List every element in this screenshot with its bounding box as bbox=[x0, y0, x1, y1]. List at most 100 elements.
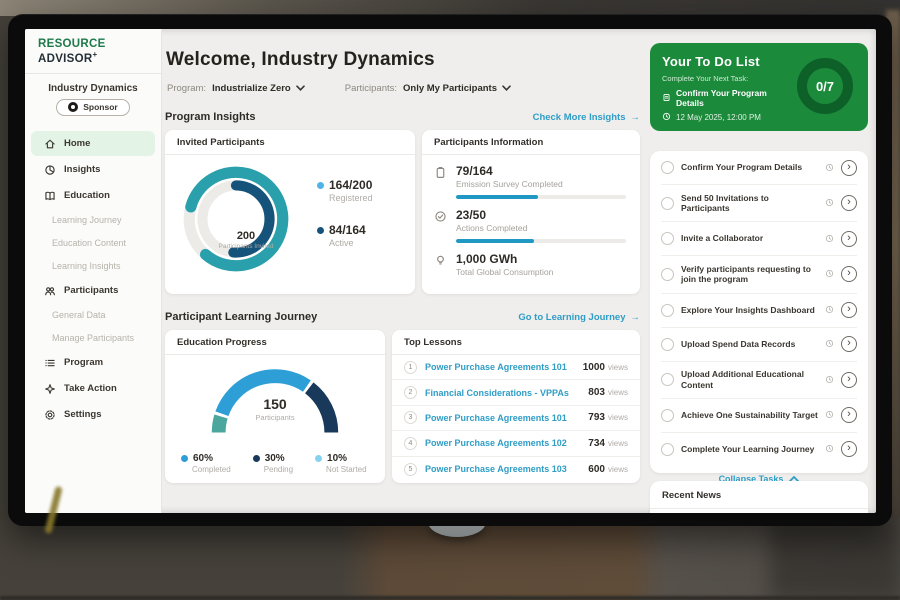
program-filter-select[interactable]: Industrialize Zero bbox=[212, 83, 305, 94]
organization-name: Industry Dynamics bbox=[48, 82, 138, 94]
chevron-up-icon bbox=[789, 475, 800, 482]
sidebar-item-program[interactable]: Program bbox=[31, 350, 155, 375]
list-icon bbox=[44, 357, 56, 369]
task-row: Invite a Collaborator › bbox=[661, 222, 857, 257]
task-checkbox[interactable] bbox=[661, 232, 674, 246]
task-open-button[interactable]: › bbox=[841, 371, 857, 388]
sidebar-item-education[interactable]: Education bbox=[31, 183, 155, 208]
chevron-down-icon bbox=[502, 83, 511, 94]
task-row: Verify participants requesting to join t… bbox=[661, 256, 857, 294]
invited-participants-donut-chart: 200 Participants Invited bbox=[175, 158, 297, 280]
task-checkbox[interactable] bbox=[661, 373, 674, 387]
lesson-link[interactable]: Power Purchase Agreements 102 bbox=[425, 438, 567, 449]
clock-icon bbox=[825, 159, 834, 177]
clock-icon bbox=[825, 335, 834, 353]
clock-icon bbox=[825, 406, 834, 424]
education-legend: 60% Completed 30% Pending 10% bbox=[181, 453, 367, 474]
clock-icon bbox=[825, 194, 834, 212]
legend-completed: 60% Completed bbox=[181, 453, 231, 474]
task-checkbox[interactable] bbox=[661, 161, 674, 174]
task-open-button[interactable]: › bbox=[841, 230, 857, 247]
todo-next-task: Confirm Your Program Details bbox=[662, 88, 794, 108]
task-open-button[interactable]: › bbox=[841, 159, 857, 176]
sidebar-item-take-action[interactable]: Take Action bbox=[31, 376, 155, 401]
participants-filter-select[interactable]: Only My Participants bbox=[403, 83, 511, 94]
gauge-segment-pending bbox=[304, 382, 339, 433]
task-open-button[interactable]: › bbox=[841, 302, 857, 318]
stat-actions-completed: 23/50 Actions Completed bbox=[422, 199, 640, 243]
task-row: Achieve One Sustainability Target › bbox=[661, 399, 857, 433]
sponsor-badge[interactable]: Sponsor bbox=[56, 98, 130, 116]
task-open-button[interactable]: › bbox=[841, 336, 857, 352]
arrow-right-icon: → bbox=[630, 311, 641, 323]
task-checkbox[interactable] bbox=[661, 408, 674, 422]
go-to-learning-journey-link[interactable]: Go to Learning Journey → bbox=[518, 311, 641, 323]
rank-badge: 5 bbox=[404, 462, 417, 476]
invited-count-label: Participants Invited bbox=[218, 243, 274, 250]
check-more-insights-link[interactable]: Check More Insights → bbox=[532, 111, 640, 123]
sponsor-label: Sponsor bbox=[83, 102, 118, 113]
lesson-link[interactable]: Power Purchase Agreements 101 bbox=[425, 412, 567, 423]
recent-news-card: Recent News bbox=[650, 481, 868, 513]
filter-bar: Program: Industrialize Zero Participants… bbox=[167, 83, 511, 94]
program-insights-heading: Program Insights bbox=[165, 111, 256, 123]
clipboard-icon bbox=[434, 166, 447, 179]
sidebar-item-home[interactable]: Home bbox=[31, 131, 155, 157]
lesson-link[interactable]: Financial Considerations - VPPAs bbox=[425, 387, 569, 398]
learning-journey-heading: Participant Learning Journey bbox=[165, 311, 318, 323]
lesson-link[interactable]: Power Purchase Agreements 101 bbox=[425, 362, 567, 373]
participants-filter-label: Participants: bbox=[344, 83, 398, 94]
sidebar-item-participants[interactable]: Participants bbox=[31, 278, 155, 303]
invited-participants-title: Invited Participants bbox=[165, 130, 415, 155]
participants-information-card: Participants Information 79/164 Emission… bbox=[422, 130, 640, 294]
gauge-count-label: Participants bbox=[255, 413, 295, 422]
sidebar-item-learning-insights[interactable]: Learning Insights bbox=[52, 261, 121, 272]
sidebar-item-education-content[interactable]: Education Content bbox=[52, 238, 127, 249]
task-row: Explore Your Insights Dashboard › bbox=[661, 294, 857, 328]
todo-progress-count: 0/7 bbox=[815, 78, 835, 94]
task-open-button[interactable]: › bbox=[841, 195, 857, 212]
task-open-button[interactable]: › bbox=[841, 407, 857, 424]
task-checkbox[interactable] bbox=[661, 196, 674, 210]
collapse-tasks-button[interactable]: Collapse Tasks bbox=[661, 466, 857, 484]
lesson-row: 4 Power Purchase Agreements 102 734 view… bbox=[392, 431, 640, 457]
participants-information-title: Participants Information bbox=[422, 130, 640, 155]
logo-text-advisor: ADVISOR bbox=[38, 52, 93, 65]
gauge-segment-not-started bbox=[211, 414, 228, 433]
rank-badge: 2 bbox=[404, 386, 417, 400]
invited-legend: 164/200 Registered 84/164 Active bbox=[317, 178, 373, 268]
sidebar-item-manage-participants[interactable]: Manage Participants bbox=[52, 333, 135, 344]
lesson-link[interactable]: Power Purchase Agreements 103 bbox=[425, 464, 567, 475]
sidebar-item-learning-journey[interactable]: Learning Journey bbox=[52, 215, 122, 226]
lesson-row: 1 Power Purchase Agreements 101 1000 vie… bbox=[392, 355, 640, 381]
logo-plus: + bbox=[92, 50, 98, 59]
recent-news-title: Recent News bbox=[650, 481, 868, 509]
background-shadow bbox=[770, 518, 900, 600]
task-open-button[interactable]: › bbox=[841, 441, 857, 458]
task-checkbox[interactable] bbox=[661, 337, 674, 351]
background-desk-edge bbox=[0, 596, 900, 600]
logo-text-resource: RESOURCE bbox=[38, 38, 106, 50]
rank-badge: 4 bbox=[404, 436, 417, 450]
people-icon bbox=[44, 285, 56, 297]
todo-title: Your To Do List bbox=[662, 54, 760, 69]
monitor-frame: RESOURCE ADVISOR+ Industry Dynamics Spon… bbox=[8, 14, 892, 526]
rank-badge: 1 bbox=[404, 360, 417, 374]
sidebar-nav: Home Insights Education Learning Journey… bbox=[25, 131, 161, 427]
sidebar-item-general-data[interactable]: General Data bbox=[52, 310, 106, 321]
task-checkbox[interactable] bbox=[661, 267, 674, 281]
education-progress-gauge-chart bbox=[195, 356, 355, 441]
sidebar-item-settings[interactable]: Settings bbox=[31, 402, 155, 427]
task-open-button[interactable]: › bbox=[841, 266, 857, 283]
gauge-count: 150 bbox=[263, 396, 287, 412]
sidebar: RESOURCE ADVISOR+ Industry Dynamics Spon… bbox=[25, 29, 162, 513]
todo-subtitle: Complete Your Next Task: bbox=[662, 74, 749, 83]
lesson-row: 3 Power Purchase Agreements 101 793 view… bbox=[392, 406, 640, 432]
clock-icon bbox=[825, 371, 834, 389]
sidebar-divider bbox=[25, 72, 161, 74]
task-checkbox[interactable] bbox=[661, 303, 674, 317]
sponsor-icon bbox=[68, 102, 79, 113]
background-wall-top bbox=[0, 0, 900, 16]
task-checkbox[interactable] bbox=[661, 442, 674, 456]
sidebar-item-insights[interactable]: Insights bbox=[31, 157, 155, 182]
